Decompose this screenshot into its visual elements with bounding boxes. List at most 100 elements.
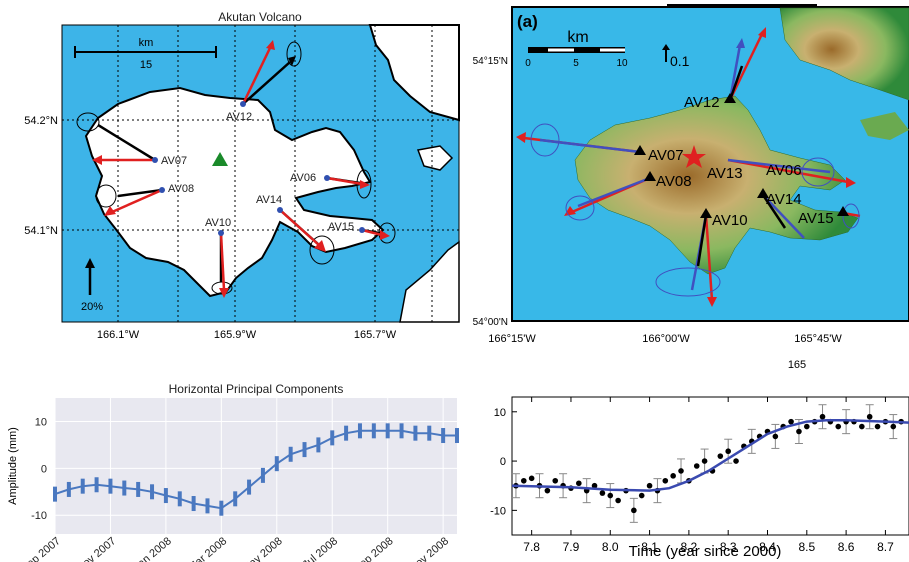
data-point: [662, 477, 669, 484]
panel-c-plot-area: [55, 398, 457, 534]
panel-b-lon-label: 166°15'W: [488, 333, 536, 345]
y-tick-label: 10: [35, 416, 47, 428]
station-label: AV07: [648, 147, 684, 164]
x-tick-label: 8.4: [759, 540, 776, 554]
data-point: [576, 480, 582, 487]
data-point: [528, 475, 535, 482]
station-label: AV14: [766, 191, 802, 208]
panel-b-map: km 0 5 10 (a) 0.1 54°15'N 54°00'N 166°15…: [473, 4, 909, 371]
data-point: [804, 423, 810, 430]
panel-a-stations: [152, 101, 365, 236]
panel-a-ref-label: 20%: [81, 301, 103, 313]
panel-a-lon-label: 165.7°W: [354, 329, 397, 341]
data-point: [607, 492, 614, 499]
x-tick-label: 7.9: [563, 540, 580, 554]
station-label: AV15: [798, 210, 834, 227]
x-tick-label: 8.7: [877, 540, 894, 554]
y-tick-label: 0: [41, 463, 47, 475]
panel-a-scale-value: 15: [140, 59, 152, 71]
panel-b-scale-tick: 10: [616, 58, 628, 69]
data-point: [631, 507, 637, 514]
data-point: [859, 423, 865, 430]
station-label: AV13: [707, 165, 743, 182]
panel-c-x-ticks: Sep 2007 Nov 2007 Jan 2008 Mar 2008 May 2008…: [19, 535, 451, 562]
x-tick-label: Jul 2008: [301, 535, 341, 562]
x-tick-label: Nov 2008: [407, 535, 451, 562]
panel-b-island-ne: [779, 7, 909, 101]
panel-b-tag: (a): [517, 12, 538, 31]
station-label: AV08: [656, 173, 692, 190]
data-point: [591, 482, 598, 489]
data-point: [733, 458, 739, 464]
panel-d-chart: 10 0 -10 7.8 7.9 8.0 8.1 8.2 8.3 8.4 8.5 8.6 8.7 Ti…: [490, 396, 909, 560]
panel-b-islet-e: [860, 112, 909, 140]
panel-c-series-line: [54, 429, 457, 510]
panel-d-x-ticks: 7.8 7.9 8.0 8.1 8.2 8.3 8.4 8.5 8.6 8.7: [523, 397, 894, 554]
data-point: [819, 413, 826, 420]
vent-star-icon: [682, 145, 706, 168]
panel-c-ylabel: Amplitude (mm): [7, 427, 19, 505]
station-label: AV08: [168, 183, 194, 195]
data-point: [678, 468, 684, 474]
vent-triangle-icon: [212, 152, 228, 166]
data-point: [701, 458, 708, 464]
panel-b-station-vectors: [516, 27, 861, 307]
x-tick-label: Sep 2007: [19, 535, 63, 562]
panel-a-grid: [62, 25, 459, 322]
panel-b-frame-mark: [667, 4, 817, 8]
panel-b-stray-label: 165: [788, 359, 806, 371]
station-label: AV10: [712, 212, 748, 229]
x-tick-label: 8.2: [681, 540, 698, 554]
x-tick-label: Jan 2008: [131, 535, 173, 562]
panel-b-lon-label: 166°00'W: [642, 333, 690, 345]
data-point: [693, 463, 700, 469]
x-tick-label: 7.8: [523, 540, 540, 554]
panel-b-ref-label: 0.1: [670, 53, 690, 69]
station-label: AV14: [256, 194, 282, 206]
x-tick-label: 8.6: [838, 540, 855, 554]
panel-b-reference-arrow: 0.1: [662, 44, 690, 69]
data-point: [544, 487, 551, 494]
data-point: [646, 482, 653, 489]
panel-a-reference-arrow: 20%: [81, 258, 103, 313]
x-tick-label: 8.5: [798, 540, 815, 554]
y-tick-label: -10: [490, 505, 506, 517]
x-tick-label: Mar 2008: [186, 535, 229, 562]
data-point: [717, 453, 724, 459]
station-label: AV10: [205, 217, 231, 229]
data-point: [552, 477, 559, 484]
panel-a-scale-bar: km 15: [74, 37, 217, 71]
panel-b-lat-label: 54°00'N: [473, 317, 508, 328]
data-point: [520, 477, 527, 484]
data-point: [615, 497, 621, 504]
panel-d-xlabel: Time (year since 2000): [629, 543, 782, 560]
x-tick-label: 8.3: [720, 540, 737, 554]
x-tick-label: 8.1: [641, 540, 658, 554]
x-tick-label: 8.0: [602, 540, 619, 554]
panel-d-model-line: [511, 418, 909, 492]
x-tick-label: May 2008: [240, 535, 285, 562]
panel-a-map: Akutan Volcano 54.2°N 54.1°N 166.1°W 165…: [24, 10, 460, 341]
panel-b-scale-bar: km 0 5 10: [525, 29, 628, 69]
panel-b-stations: [634, 93, 849, 218]
data-point: [725, 448, 731, 455]
panel-c-chart: Horizontal Principal Components 10 0 -10 S…: [7, 382, 459, 562]
station-label: AV07: [161, 155, 187, 167]
station-label: AV15: [328, 221, 354, 233]
station-label: AV06: [290, 172, 316, 184]
y-tick-label: 0: [500, 456, 506, 468]
panel-d-y-ticks: 10 0 -10: [490, 407, 517, 517]
panel-a-lat-label: 54.2°N: [24, 115, 58, 127]
panel-b-lon-label: 165°45'W: [794, 333, 842, 345]
data-point: [599, 490, 606, 496]
data-point: [772, 433, 779, 440]
y-tick-label: 10: [494, 407, 506, 419]
panel-a-lat-label: 54.1°N: [24, 225, 58, 237]
panel-b-island: [574, 95, 859, 275]
panel-a-lon-label: 166.1°W: [97, 329, 140, 341]
panel-c-y-ticks: 10 0 -10: [31, 416, 47, 522]
panel-a-lon-label: 165.9°W: [214, 329, 257, 341]
data-point: [788, 418, 794, 425]
panel-a-station-vectors: [76, 40, 396, 298]
panel-b-scale-unit: km: [567, 29, 588, 46]
